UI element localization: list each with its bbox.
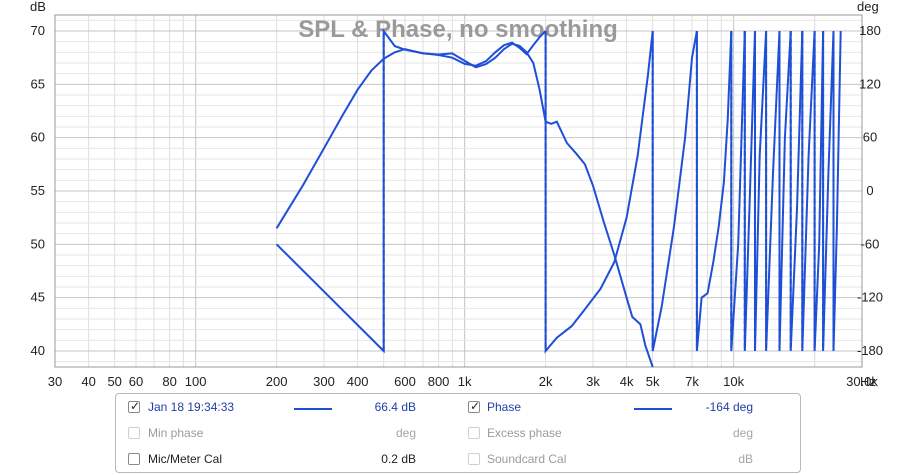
soundcard-cal-checkbox[interactable] [468,453,480,465]
x-tick-label: 200 [266,374,288,389]
mic-meter-cal-label: Mic/Meter Cal [148,452,223,466]
spl-phase-chart: 30 40 50 60 80 100 200 300 400 600 800 1k 2k 3k 4k 5k 7k… [30,0,883,389]
x-axis-unit: Hz [860,374,876,389]
right-tick-label: 120 [859,76,881,91]
checkmark-icon: ✓ [130,399,141,413]
phase-line-swatch [634,408,672,410]
spl-label: Jan 18 19:34:33 [148,400,235,414]
right-tick-label: -120 [857,290,883,305]
x-tick-label: 800 [428,374,450,389]
plot-frame [54,14,863,368]
min-phase-value: deg [395,426,416,440]
x-tick-label: 40 [81,374,95,389]
left-axis-unit: dB [30,0,46,14]
left-tick-label: 40 [31,343,45,358]
left-tick-label: 70 [31,23,45,38]
left-tick-label: 55 [31,183,45,198]
x-tick-label: 80 [162,374,176,389]
min-phase-label: Min phase [148,426,204,440]
excess-phase-value: deg [732,426,753,440]
excess-phase-label: Excess phase [487,426,562,440]
grid [54,15,863,367]
left-tick-label: 50 [31,236,45,251]
x-tick-label: 50 [107,374,121,389]
mic-meter-cal-checkbox[interactable] [128,453,140,465]
phase-curve-segment [544,30,654,354]
spl-line-swatch [294,408,332,410]
legend-panel: ✓ Jan 18 19:34:33 66.4 dB ✓ Phase -164 d… [115,393,801,473]
soundcard-cal-label: Soundcard Cal [487,452,567,466]
right-tick-label: -60 [861,236,880,251]
checkmark-icon: ✓ [470,399,481,413]
x-tick-label: 7k [685,374,699,389]
x-tick-label: 10k [723,374,744,389]
x-tick-label: 2k [539,374,553,389]
x-tick-label: 1k [458,374,472,389]
left-tick-label: 60 [31,130,45,145]
x-tick-label: 30 [48,374,62,389]
x-tick-label: 60 [129,374,143,389]
legend-row-cal: Mic/Meter Cal 0.2 dB Soundcard Cal dB [116,448,800,472]
phase-checkbox[interactable]: ✓ [468,399,481,413]
right-axis-unit: deg [857,0,879,14]
right-tick-label: -180 [857,343,883,358]
chart-title: SPL & Phase, no smoothing [298,16,618,43]
phase-curve-segment [275,27,547,354]
min-phase-checkbox[interactable] [128,427,140,439]
right-tick-label: 60 [863,130,877,145]
left-tick-label: 45 [31,290,45,305]
x-tick-label: 300 [313,374,335,389]
spl-checkbox[interactable]: ✓ [128,399,141,413]
legend-row-spl: ✓ Jan 18 19:34:33 66.4 dB ✓ Phase -164 d… [116,396,800,420]
phase-value: -164 deg [705,400,753,414]
x-tick-label: 30.0k [846,374,878,389]
x-tick-label: 3k [586,374,600,389]
phase-label: Phase [487,400,522,414]
right-tick-label: 180 [859,23,881,38]
left-tick-label: 65 [31,76,45,91]
right-tick-label: 0 [866,183,873,198]
x-tick-label: 4k [620,374,634,389]
x-tick-label: 600 [394,374,416,389]
soundcard-cal-value: dB [738,452,753,466]
x-tick-label: 400 [347,374,369,389]
mic-meter-cal-value: 0.2 dB [381,452,416,466]
legend-row-min-phase: Min phase deg Excess phase deg [116,422,800,446]
x-tick-label: 5k [646,374,660,389]
spl-value: 66.4 dB [374,400,416,414]
phase-curve-segment [695,30,733,352]
x-tick-label: 100 [185,374,207,389]
series-layer [275,27,842,368]
tick-labels: 30 40 50 60 80 100 200 300 400 600 800 1k 2k 3k 4k 5k 7k… [31,23,883,389]
excess-phase-checkbox[interactable] [468,427,480,439]
phase-curve-segment [651,30,698,352]
